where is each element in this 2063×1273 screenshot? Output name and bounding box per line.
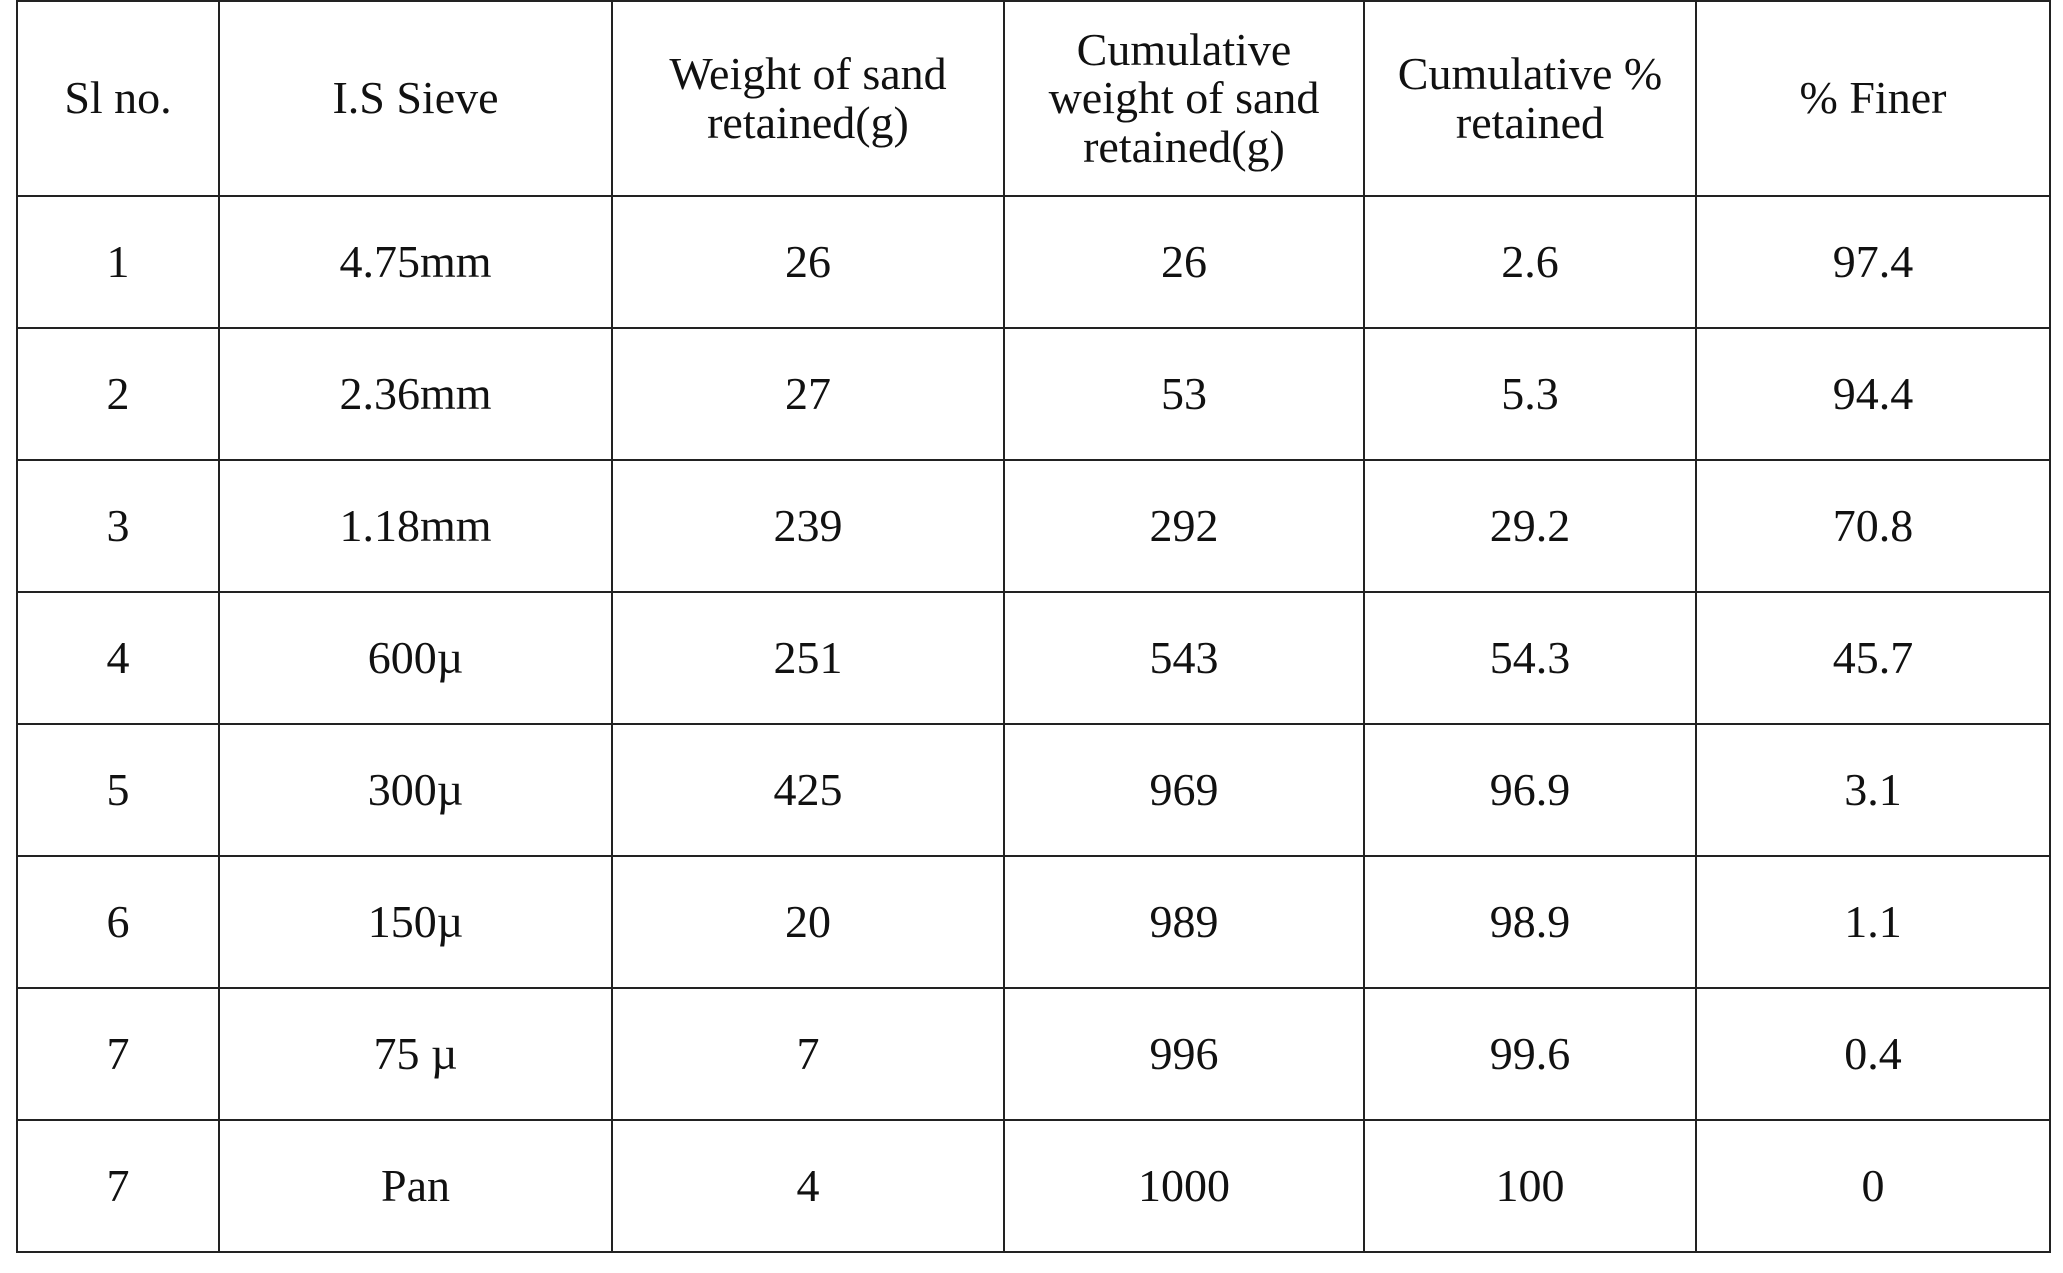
table-cell: 300µ bbox=[218, 723, 613, 857]
table-cell: 425 bbox=[611, 723, 1005, 857]
table-cell: 45.7 bbox=[1695, 591, 2051, 725]
header-cell: Cumulative % retained bbox=[1363, 0, 1697, 197]
table-cell: 27 bbox=[611, 327, 1005, 461]
table-cell: 1.18mm bbox=[218, 459, 613, 593]
table-cell: 26 bbox=[611, 195, 1005, 329]
table-cell: 70.8 bbox=[1695, 459, 2051, 593]
header-cell: % Finer bbox=[1695, 0, 2051, 197]
table-cell: 6 bbox=[16, 855, 220, 989]
table-cell: 1.1 bbox=[1695, 855, 2051, 989]
header-cell: Cumulative weight of sand retained(g) bbox=[1003, 0, 1365, 197]
table-row: 7 75 µ 7 996 99.6 0.4 bbox=[16, 987, 2051, 1121]
table-row: 5 300µ 425 969 96.9 3.1 bbox=[16, 723, 2051, 857]
table-cell: 98.9 bbox=[1363, 855, 1697, 989]
header-row: Sl no. I.S Sieve Weight of sand retained(g… bbox=[16, 0, 2051, 197]
table-cell: 1000 bbox=[1003, 1119, 1365, 1253]
table-row: 2 2.36mm 27 53 5.3 94.4 bbox=[16, 327, 2051, 461]
table-cell: 251 bbox=[611, 591, 1005, 725]
header-cell: Sl no. bbox=[16, 0, 220, 197]
table-cell: 2.36mm bbox=[218, 327, 613, 461]
table-cell: 989 bbox=[1003, 855, 1365, 989]
table-cell: 600µ bbox=[218, 591, 613, 725]
table-cell: 4 bbox=[16, 591, 220, 725]
table-row: 1 4.75mm 26 26 2.6 97.4 bbox=[16, 195, 2051, 329]
table-cell: 100 bbox=[1363, 1119, 1697, 1253]
table-cell: 7 bbox=[16, 1119, 220, 1253]
table-cell: 2 bbox=[16, 327, 220, 461]
table-cell: 97.4 bbox=[1695, 195, 2051, 329]
table-cell: 5.3 bbox=[1363, 327, 1697, 461]
table-cell: 29.2 bbox=[1363, 459, 1697, 593]
table-cell: 1 bbox=[16, 195, 220, 329]
table-cell: 3.1 bbox=[1695, 723, 2051, 857]
table-cell: 53 bbox=[1003, 327, 1365, 461]
table-cell: 7 bbox=[611, 987, 1005, 1121]
table-row: 7 Pan 4 1000 100 0 bbox=[16, 1119, 2051, 1253]
table-cell: 4 bbox=[611, 1119, 1005, 1253]
table-cell: 96.9 bbox=[1363, 723, 1697, 857]
table-body: 1 4.75mm 26 26 2.6 97.4 2 2.36mm 27 53 5.3 94.4 3 1.1… bbox=[16, 195, 2051, 1253]
table-cell: 75 µ bbox=[218, 987, 613, 1121]
table-cell: 4.75mm bbox=[218, 195, 613, 329]
table-row: 3 1.18mm 239 292 29.2 70.8 bbox=[16, 459, 2051, 593]
table-cell: 20 bbox=[611, 855, 1005, 989]
table-cell: 150µ bbox=[218, 855, 613, 989]
table-cell: 5 bbox=[16, 723, 220, 857]
table-cell: 0.4 bbox=[1695, 987, 2051, 1121]
table-cell: 996 bbox=[1003, 987, 1365, 1121]
table-cell: 99.6 bbox=[1363, 987, 1697, 1121]
table-header: Sl no. I.S Sieve Weight of sand retained(g… bbox=[16, 0, 2051, 197]
table-row: 4 600µ 251 543 54.3 45.7 bbox=[16, 591, 2051, 725]
table-cell: 3 bbox=[16, 459, 220, 593]
table-cell: 54.3 bbox=[1363, 591, 1697, 725]
table-cell: 0 bbox=[1695, 1119, 2051, 1253]
table-cell: 7 bbox=[16, 987, 220, 1121]
table-cell: 292 bbox=[1003, 459, 1365, 593]
table-cell: 2.6 bbox=[1363, 195, 1697, 329]
table-cell: 26 bbox=[1003, 195, 1365, 329]
table-cell: 239 bbox=[611, 459, 1005, 593]
table-row: 6 150µ 20 989 98.9 1.1 bbox=[16, 855, 2051, 989]
sieve-table: Sl no. I.S Sieve Weight of sand retained(g… bbox=[16, 0, 2051, 1253]
header-cell: Weight of sand retained(g) bbox=[611, 0, 1005, 197]
header-cell: I.S Sieve bbox=[218, 0, 613, 197]
table-cell: 543 bbox=[1003, 591, 1365, 725]
table-cell: 969 bbox=[1003, 723, 1365, 857]
table-cell: Pan bbox=[218, 1119, 613, 1253]
table-cell: 94.4 bbox=[1695, 327, 2051, 461]
